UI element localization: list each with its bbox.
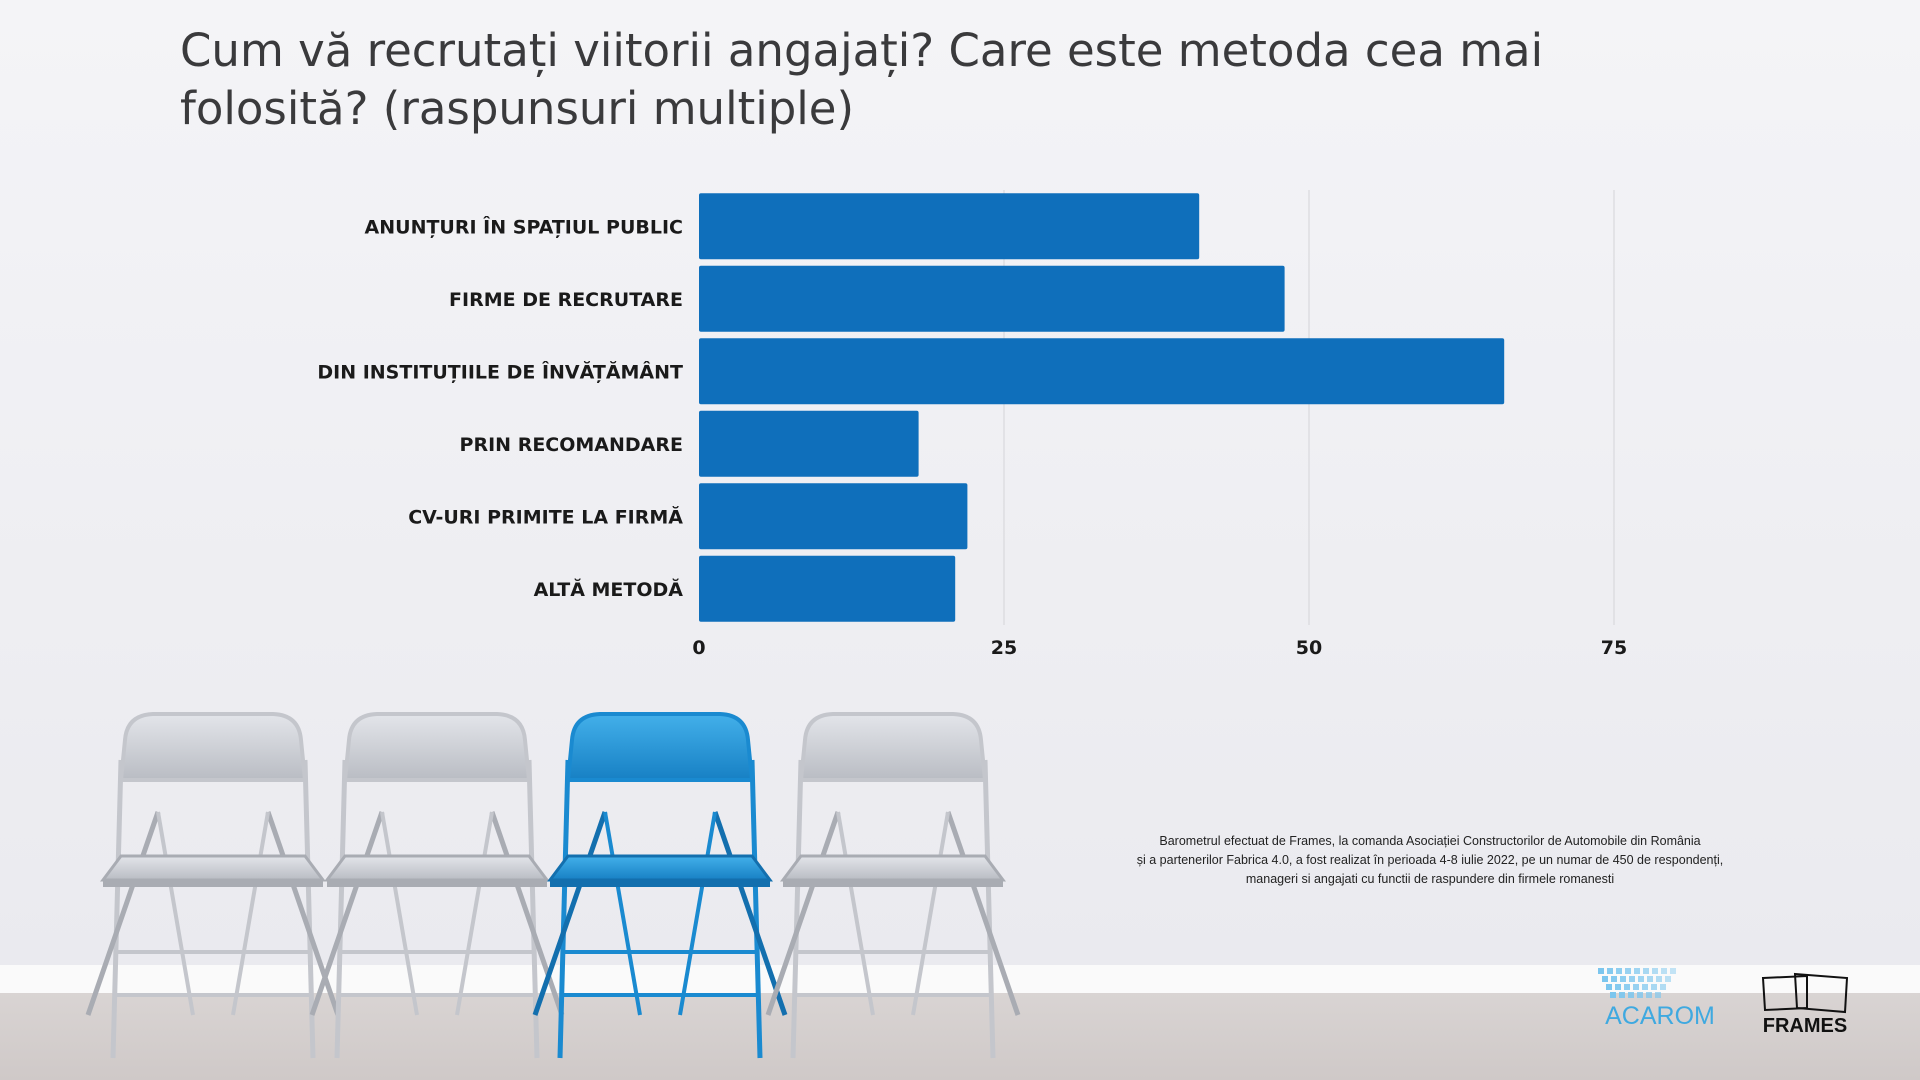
category-label-6: ALTĂ METODĂ	[534, 577, 684, 601]
tick-label-50: 50	[1296, 637, 1322, 659]
acarom-logo-text: ACAROM	[1605, 1002, 1715, 1030]
frames-frame-icon	[1761, 972, 1849, 1014]
footnote-line-2: și a partenerilor Fabrica 4.0, a fost re…	[1136, 853, 1724, 867]
category-label-4: PRIN RECOMANDARE	[460, 434, 683, 456]
bar-chart: ANUNȚURI ÎN SPAȚIUL PUBLIC FIRME DE RECRU…	[317, 190, 1627, 659]
bar-3	[699, 338, 1505, 405]
x-axis-ticks: 0 25 50 75	[692, 637, 1627, 659]
tick-label-25: 25	[991, 637, 1017, 659]
footnote-line-3: manageri si angajati cu functii de raspu…	[1245, 872, 1615, 886]
category-label-2: FIRME DE RECRUTARE	[449, 289, 683, 311]
chair-3	[532, 712, 788, 1059]
footnote-line-1: Barometrul efectuat de Frames, la comand…	[1159, 834, 1701, 848]
bar-2	[699, 265, 1285, 332]
frames-logo: FRAMES	[1761, 972, 1849, 1037]
chair-4	[765, 712, 1021, 1059]
bars	[699, 193, 1505, 622]
grid-lines	[1003, 190, 1615, 625]
acarom-dots-icon	[1598, 968, 1676, 998]
frames-logo-text: FRAMES	[1763, 1015, 1847, 1037]
tick-label-0: 0	[692, 637, 705, 659]
tick-label-75: 75	[1601, 637, 1627, 659]
chair-2	[309, 712, 565, 1059]
category-label-1: ANUNȚURI ÎN SPAȚIUL PUBLIC	[365, 215, 683, 238]
chair-1	[85, 712, 341, 1059]
category-label-3: DIN INSTITUȚIILE DE ÎNVĂȚĂMÂNT	[317, 359, 683, 383]
category-label-5: CV-URI PRIMITE LA FIRMĂ	[408, 504, 683, 528]
chairs-group	[85, 712, 1021, 1059]
page-title: Cum vă recrutați viitorii angajați? Care…	[180, 24, 1544, 135]
bar-5	[699, 483, 968, 550]
bar-1	[699, 193, 1200, 260]
footnote: Barometrul efectuat de Frames, la comand…	[1080, 832, 1780, 889]
floor	[0, 993, 1920, 1080]
bar-4	[699, 410, 919, 477]
acarom-logo: ACAROM	[1598, 968, 1715, 1030]
bar-6	[699, 555, 956, 622]
category-labels: ANUNȚURI ÎN SPAȚIUL PUBLIC FIRME DE RECRU…	[317, 215, 683, 601]
